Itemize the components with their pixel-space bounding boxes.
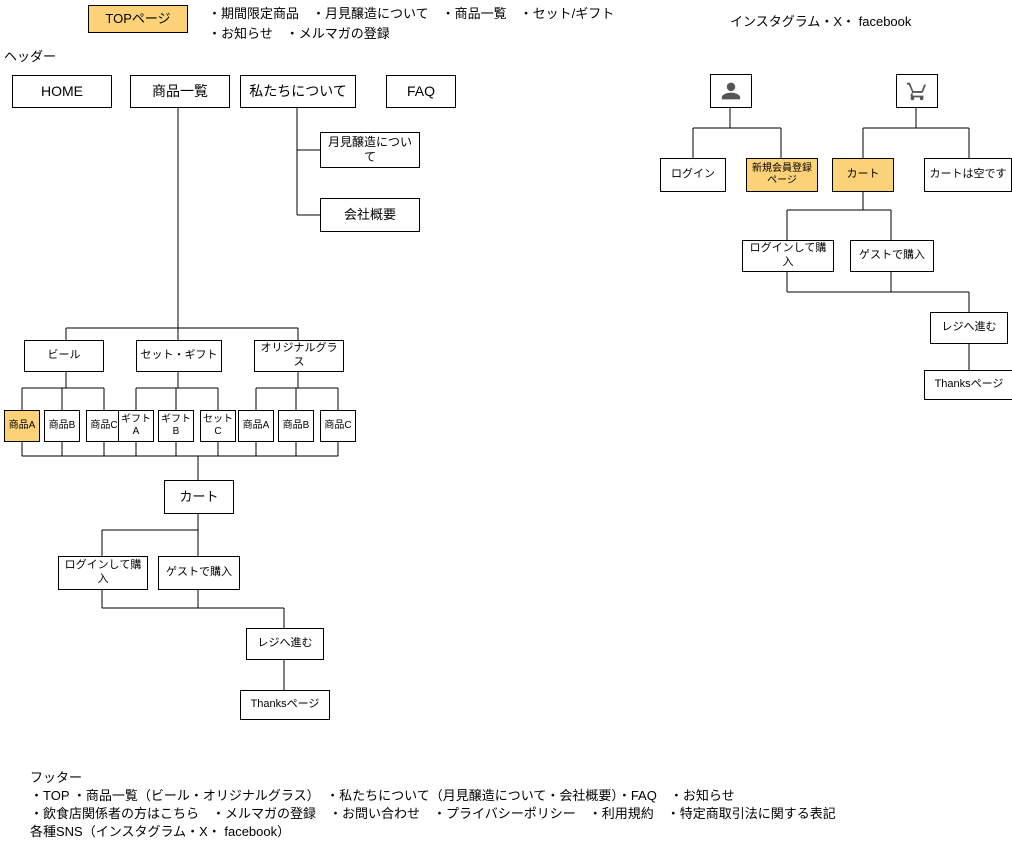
login-buy-box: ログインして購入 xyxy=(58,556,148,590)
cat-glass: オリジナルグラス xyxy=(254,340,344,372)
sitemap-canvas: TOPページ ・期間限定商品 ・月見醸造について ・商品一覧 ・セット/ギフト … xyxy=(0,0,1012,836)
top-page-bullets: ・期間限定商品 ・月見醸造について ・商品一覧 ・セット/ギフト ・お知らせ ・… xyxy=(208,4,678,43)
cart-icon-box xyxy=(896,74,938,108)
right-cart-box: カート xyxy=(832,158,894,192)
user-icon xyxy=(721,81,741,101)
beer-item-a: 商品A xyxy=(4,410,40,442)
glass-item-c: 商品C xyxy=(320,410,356,442)
cart-icon xyxy=(906,80,928,102)
beer-item-b: 商品B xyxy=(44,410,80,442)
login-box: ログイン xyxy=(660,158,726,192)
header-label: ヘッダー xyxy=(4,47,56,67)
nav-home: HOME xyxy=(12,75,112,108)
right-guest-buy: ゲストで購入 xyxy=(850,240,934,272)
sns-label: インスタグラム・X・ facebook xyxy=(730,12,911,32)
set-c: セットC xyxy=(200,410,236,442)
footer-line-2: ・飲食店関係者の方はこちら ・メルマガの登録 ・お問い合わせ ・プライバシーポリ… xyxy=(30,804,836,824)
top-page-box: TOPページ xyxy=(88,5,188,33)
footer-line-3: 各種SNS（インスタグラム・X・ facebook） xyxy=(30,822,290,842)
cat-beer: ビール xyxy=(24,340,104,372)
glass-item-a: 商品A xyxy=(238,410,274,442)
checkout-box: レジへ進む xyxy=(246,628,324,660)
footer-line-1: ・TOP ・商品一覧（ビール・オリジナルグラス） ・私たちについて（月見醸造につ… xyxy=(30,786,735,806)
gift-b: ギフトB xyxy=(158,410,194,442)
gift-a: ギフトA xyxy=(118,410,154,442)
footer-heading: フッター xyxy=(30,768,82,788)
register-box: 新規会員登録ページ xyxy=(746,158,818,192)
cart-box: カート xyxy=(164,480,234,514)
right-checkout: レジへ進む xyxy=(930,312,1008,344)
about-company: 会社概要 xyxy=(320,198,420,232)
nav-products: 商品一覧 xyxy=(130,75,230,108)
nav-faq: FAQ xyxy=(386,75,456,108)
guest-buy-box: ゲストで購入 xyxy=(158,556,240,590)
about-tsukimi: 月見醸造について xyxy=(320,132,420,168)
beer-item-c: 商品C xyxy=(86,410,122,442)
nav-about: 私たちについて xyxy=(240,75,356,108)
right-login-buy: ログインして購入 xyxy=(742,240,834,272)
thanks-box: Thanksページ xyxy=(240,690,330,720)
right-thanks: Thanksページ xyxy=(924,370,1012,400)
cart-empty-box: カートは空です xyxy=(924,158,1012,192)
cat-set: セット・ギフト xyxy=(136,340,222,372)
glass-item-b: 商品B xyxy=(278,410,314,442)
user-icon-box xyxy=(710,74,752,108)
